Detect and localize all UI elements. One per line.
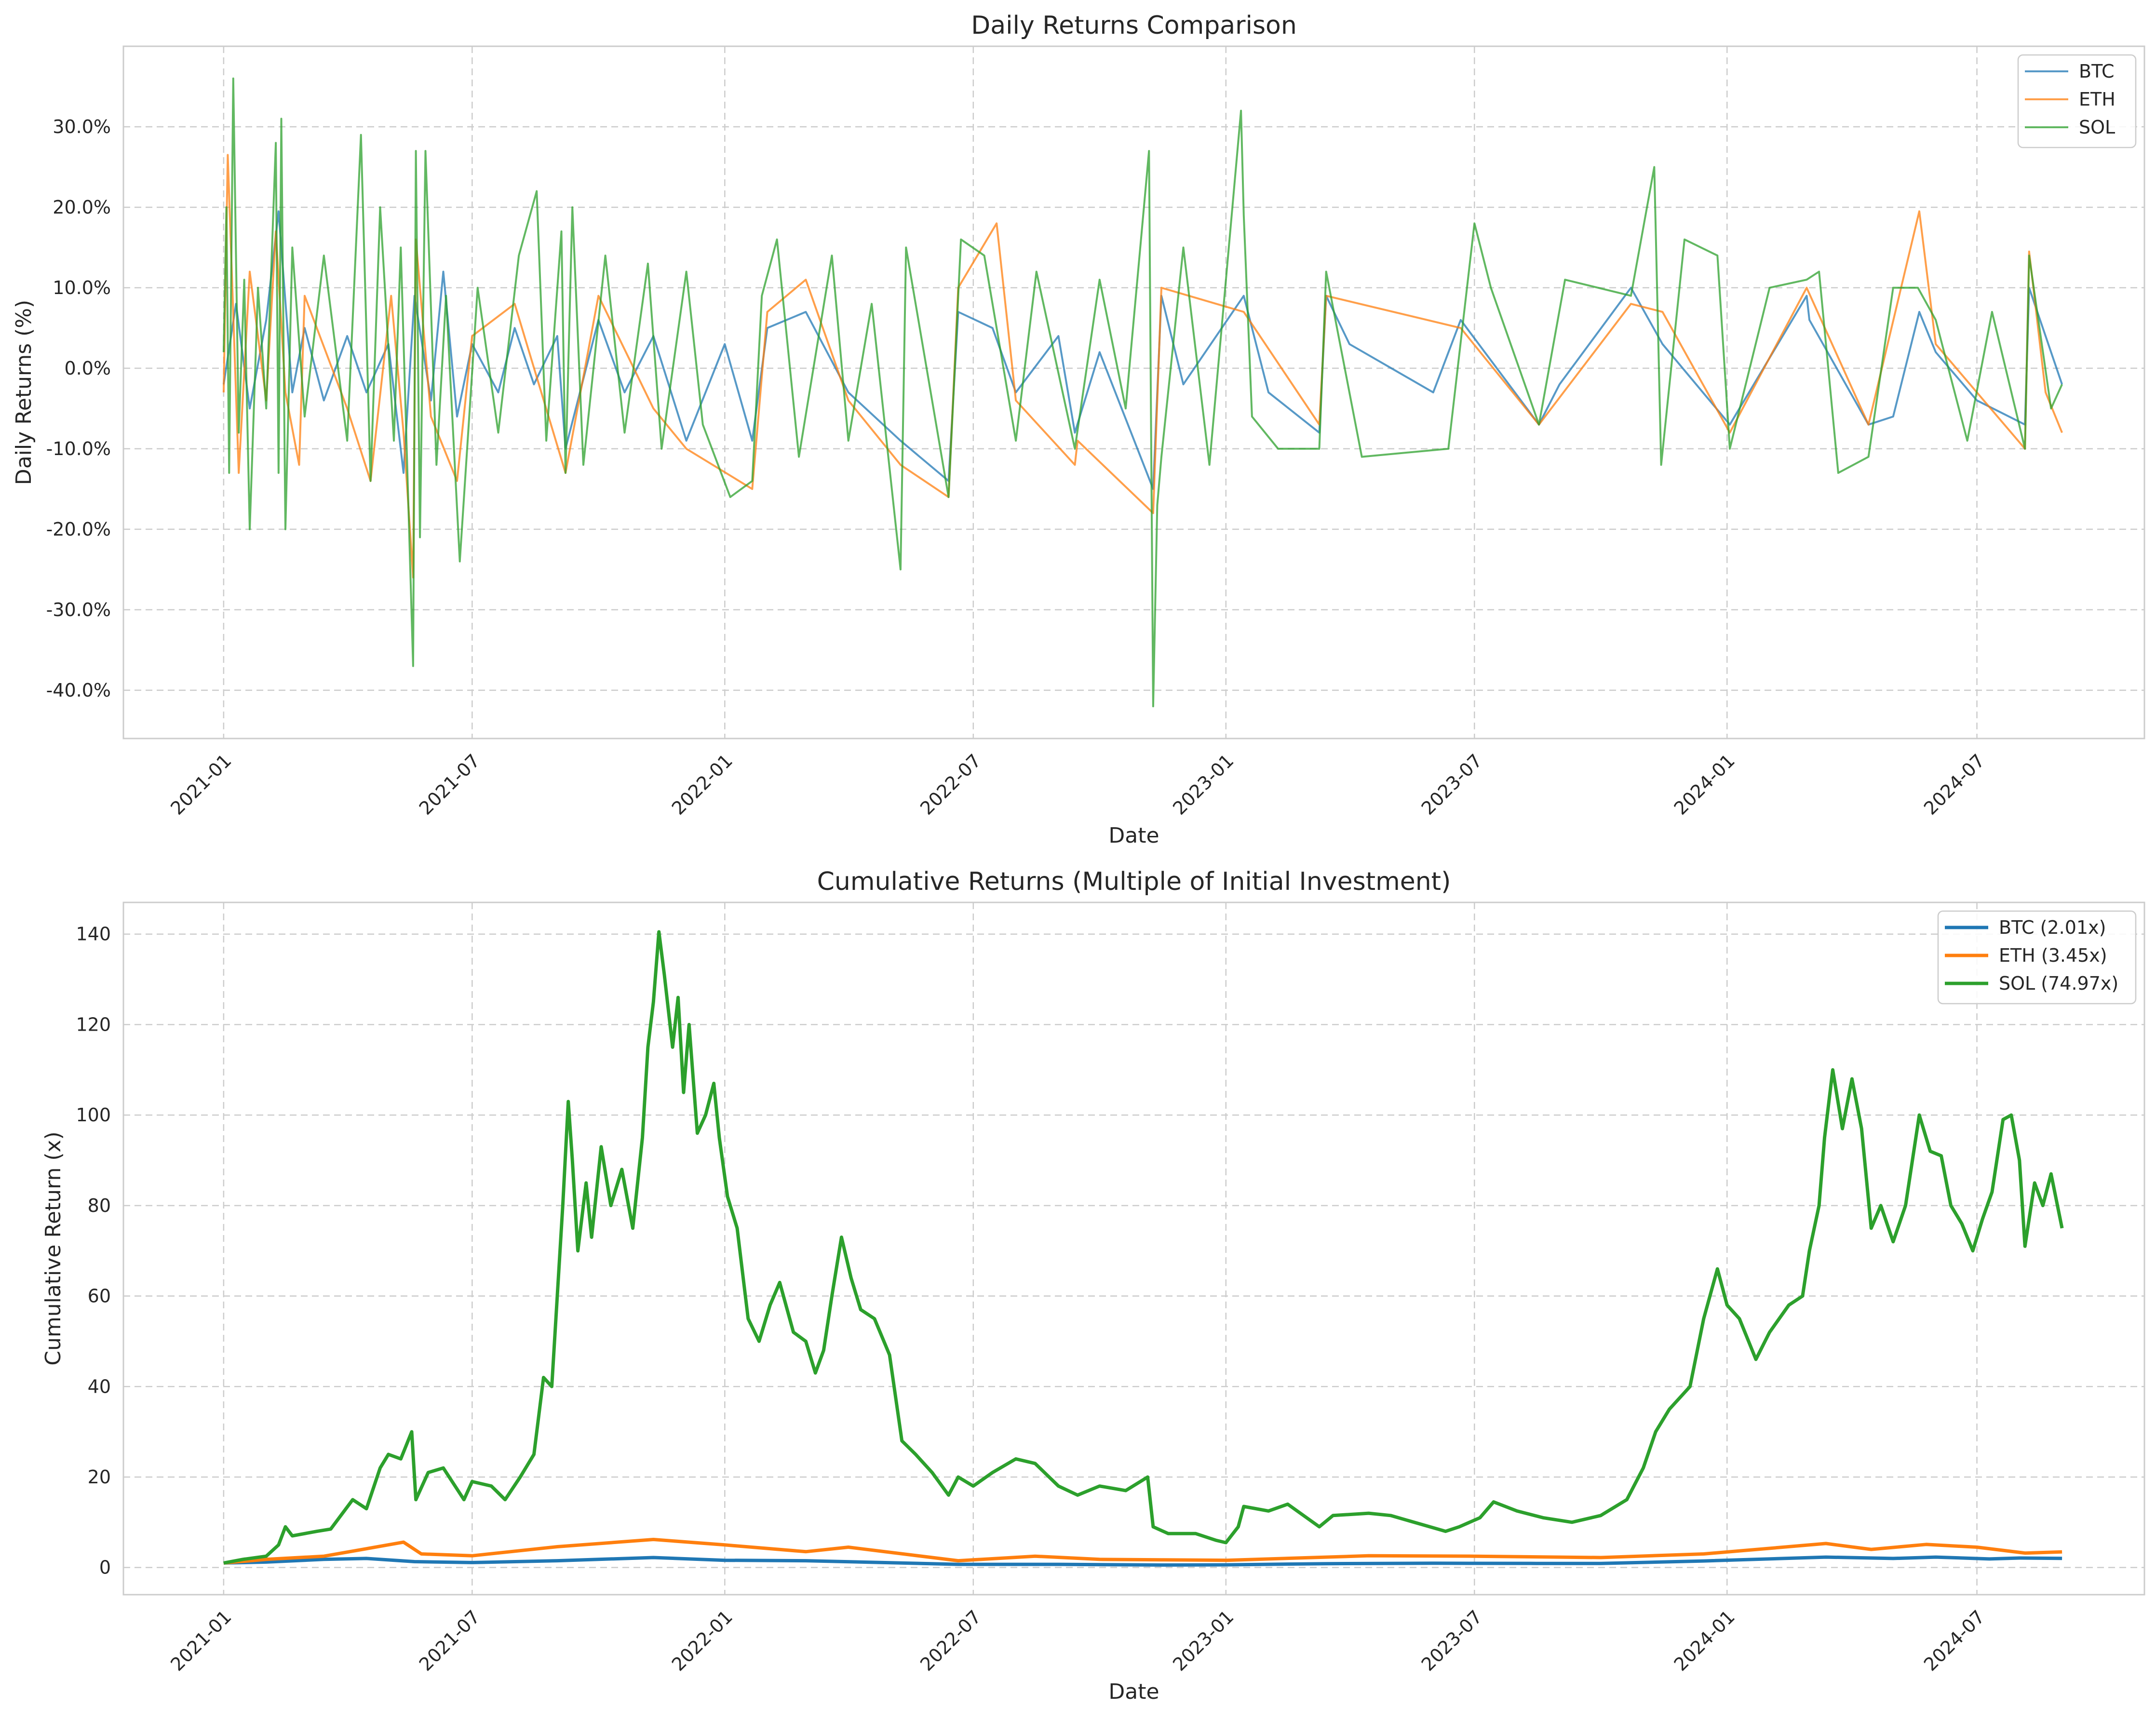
series-lines — [223, 930, 2064, 1567]
x-axis-label: Date — [1108, 823, 1159, 848]
y-tick-label: -30.0% — [46, 599, 111, 620]
legend-label: SOL — [2079, 117, 2115, 138]
legend: BTC (2.01x) ETH (3.45x) SOL (74.97x) — [1937, 910, 2137, 1005]
legend-label: BTC — [2079, 61, 2115, 82]
x-tick-labels: 2021-01 2021-07 2022-01 2022-07 2023-01 2023-… — [166, 750, 1989, 819]
chart-title: Cumulative Returns (Multiple of Initial … — [817, 867, 1451, 896]
y-tick-label: -10.0% — [46, 438, 111, 459]
y-tick-label: 140 — [76, 924, 111, 945]
series-line-2 — [222, 77, 2063, 708]
x-axis-label: Date — [1108, 1680, 1159, 1704]
x-tick-label: 2023-01 — [1169, 1606, 1238, 1675]
chart-title: Daily Returns Comparison — [971, 11, 1297, 40]
x-tick-label: 2024-07 — [1920, 1606, 1989, 1675]
y-tick-labels: 30.0% 20.0% 10.0% 0.0% -10.0% -20.0% -30.0% -40… — [46, 116, 111, 701]
series-line-0 — [223, 1555, 2062, 1567]
daily-returns-panel: 30.0% 20.0% 10.0% 0.0% -10.0% -20.0% -30.0% -40… — [12, 11, 2145, 848]
y-tick-label: 40 — [88, 1376, 111, 1397]
x-tick-label: 2022-07 — [916, 750, 985, 819]
y-tick-label: 0 — [99, 1557, 111, 1578]
x-tick-label: 2023-07 — [1417, 1606, 1486, 1675]
x-tick-label: 2022-01 — [668, 1606, 737, 1675]
y-tick-label: 20 — [88, 1466, 111, 1488]
x-tick-label: 2021-07 — [415, 1606, 484, 1675]
plot-area-frame — [122, 901, 2145, 1596]
legend-label: ETH (3.45x) — [1999, 945, 2107, 966]
x-tick-label: 2021-01 — [166, 1606, 235, 1675]
y-tick-label: 20.0% — [53, 197, 111, 218]
legend-label: SOL (74.97x) — [1999, 973, 2118, 994]
legend: BTC ETH SOL — [2017, 54, 2137, 148]
series-line-1 — [223, 1538, 2062, 1565]
y-tick-label: 60 — [88, 1286, 111, 1307]
y-tick-label: -20.0% — [46, 519, 111, 540]
y-axis-label: Cumulative Return (x) — [41, 1131, 66, 1365]
x-tick-label: 2021-07 — [415, 750, 484, 819]
series-line-2 — [223, 930, 2064, 1565]
y-tick-label: 80 — [88, 1195, 111, 1216]
cumulative-returns-panel: 0 20 40 60 80 100 120 140 2021-01 2021-07 2022-01… — [41, 867, 2145, 1704]
plot-area-frame — [122, 45, 2145, 739]
y-tick-label: 10.0% — [53, 277, 111, 298]
x-tick-label: 2024-01 — [1670, 1606, 1739, 1675]
series-lines — [222, 77, 2063, 708]
y-tick-label: 100 — [76, 1104, 111, 1126]
legend-label: ETH — [2079, 89, 2116, 110]
y-tick-label: 120 — [76, 1014, 111, 1035]
x-tick-labels: 2021-01 2021-07 2022-01 2022-07 2023-01 2023-… — [166, 1606, 1989, 1675]
series-line-0 — [222, 210, 2063, 490]
x-tick-label: 2022-07 — [916, 1606, 985, 1675]
x-tick-label: 2023-07 — [1417, 750, 1486, 819]
y-axis-label: Daily Returns (%) — [12, 300, 36, 485]
x-tick-label: 2024-01 — [1670, 750, 1739, 819]
grid — [123, 46, 2144, 739]
y-tick-label: 30.0% — [53, 116, 111, 137]
y-tick-labels: 0 20 40 60 80 100 120 140 — [76, 924, 111, 1578]
y-tick-label: -40.0% — [46, 680, 111, 701]
legend-label: BTC (2.01x) — [1999, 917, 2106, 938]
x-tick-label: 2024-07 — [1920, 750, 1989, 819]
series-line-1 — [222, 154, 2063, 578]
x-tick-label: 2023-01 — [1169, 750, 1238, 819]
grid — [123, 902, 2144, 1595]
y-tick-label: 0.0% — [64, 358, 111, 379]
x-tick-label: 2021-01 — [166, 750, 235, 819]
x-tick-label: 2022-01 — [668, 750, 737, 819]
